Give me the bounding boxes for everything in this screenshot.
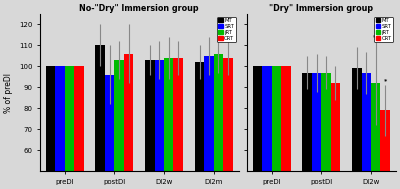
Bar [65,66,74,171]
Bar [46,66,55,171]
Bar [262,66,272,171]
Bar [281,66,290,171]
Bar [321,73,331,171]
Legend: MT, SRT, jRT, CRT: MT, SRT, jRT, CRT [217,17,236,42]
Y-axis label: % of preDI: % of preDI [4,73,13,113]
Bar [272,66,281,171]
Bar [312,73,321,171]
Bar [204,56,214,171]
Bar [223,58,232,171]
Bar [174,58,183,171]
Bar [352,68,362,171]
Bar [105,75,114,171]
Bar [195,62,204,171]
Title: "Dry" Immersion group: "Dry" Immersion group [269,4,374,13]
Bar [331,83,340,171]
Legend: MT, SRT, jRT, CRT: MT, SRT, jRT, CRT [374,17,393,42]
Bar [380,110,390,171]
Bar [371,83,380,171]
Bar [74,66,84,171]
Bar [154,60,164,171]
Bar [253,66,262,171]
Bar [96,45,105,171]
Bar [145,60,154,171]
Text: **: ** [372,34,379,39]
Bar [124,54,133,171]
Text: *: * [384,78,387,83]
Bar [55,66,65,171]
Title: No-"Dry" Immersion group: No-"Dry" Immersion group [79,4,199,13]
Bar [362,73,371,171]
Bar [164,58,174,171]
Bar [214,54,223,171]
Bar [114,60,124,171]
Bar [302,73,312,171]
